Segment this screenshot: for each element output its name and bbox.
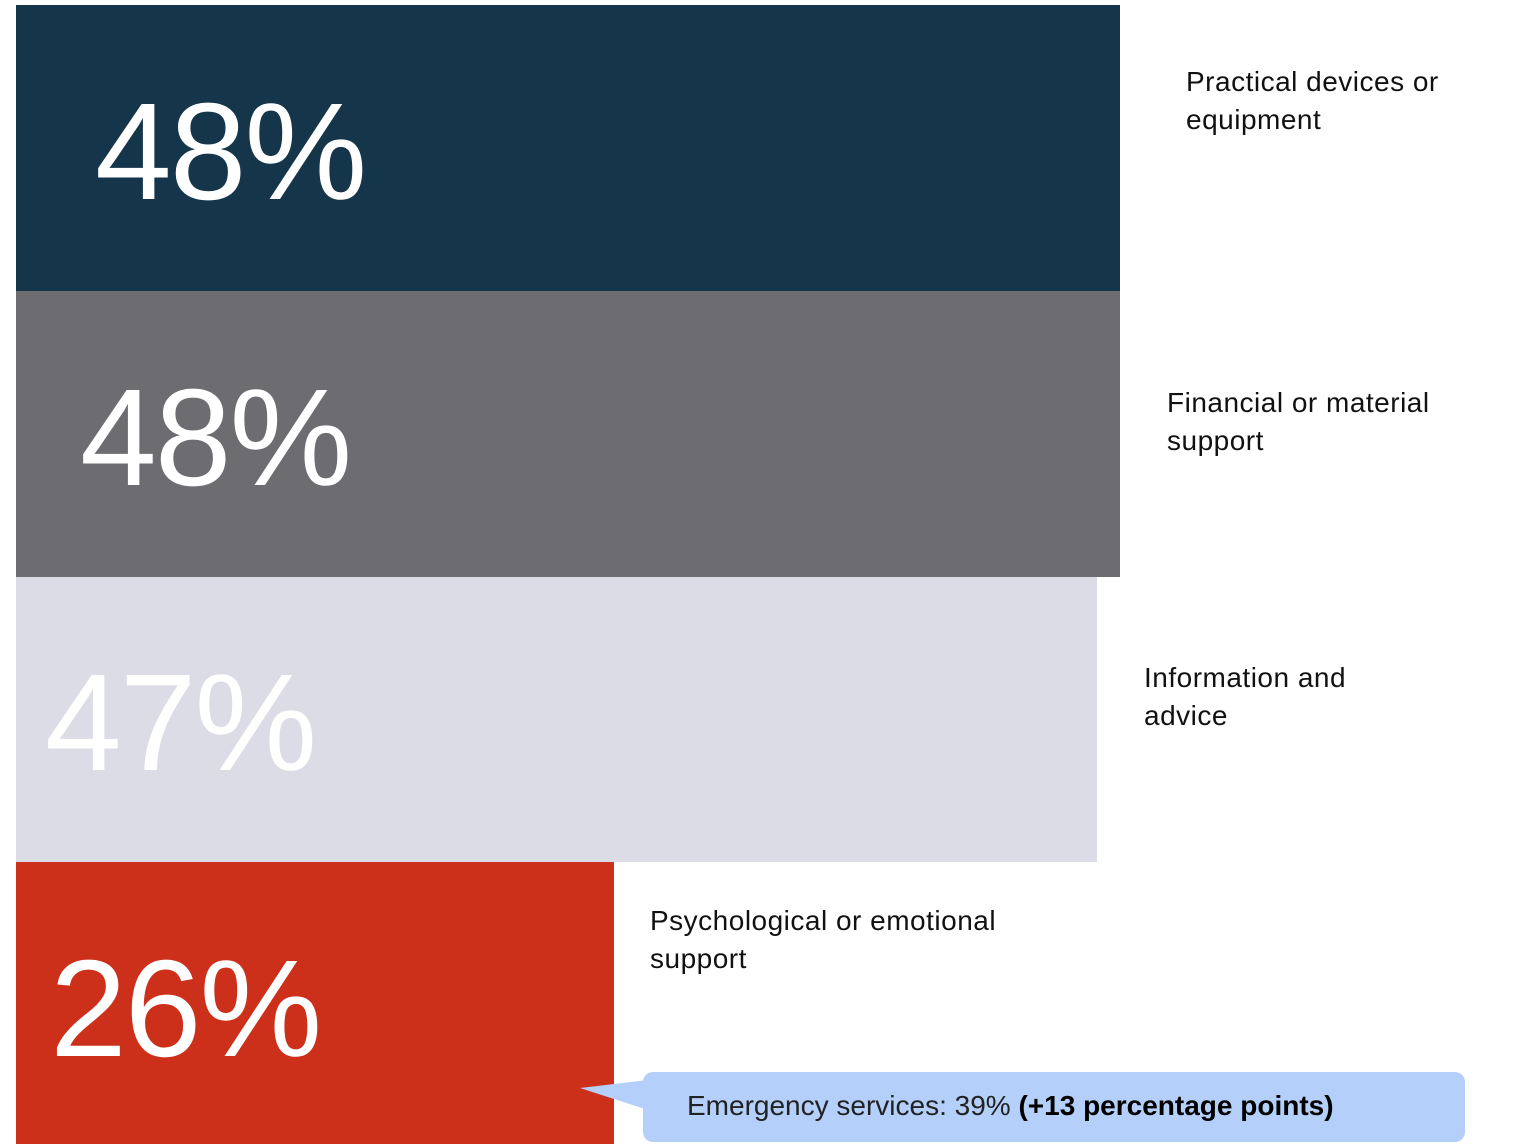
bar bbox=[16, 5, 1120, 291]
value-label: 48% bbox=[80, 360, 352, 515]
bar bbox=[16, 861, 614, 1144]
category-label: Practical devices or equipment bbox=[1186, 66, 1439, 135]
bar bbox=[16, 290, 1120, 577]
annotation-emphasis: (+13 percentage points) bbox=[1018, 1090, 1334, 1121]
annotation: Emergency services: 39% (+13 percentage … bbox=[687, 1090, 1334, 1122]
category-label: Psychological or emotional support bbox=[650, 904, 997, 974]
category-label: Information and advice bbox=[1144, 662, 1347, 731]
bar bbox=[16, 576, 1097, 862]
value-label: 48% bbox=[95, 75, 367, 229]
value-label: 47% bbox=[45, 646, 317, 800]
annotation-text: Emergency services: 39% bbox=[687, 1090, 1011, 1121]
category-label: Financial or material support bbox=[1167, 386, 1430, 456]
value-label: 26% bbox=[50, 931, 322, 1086]
annotation-box bbox=[643, 1072, 1465, 1142]
